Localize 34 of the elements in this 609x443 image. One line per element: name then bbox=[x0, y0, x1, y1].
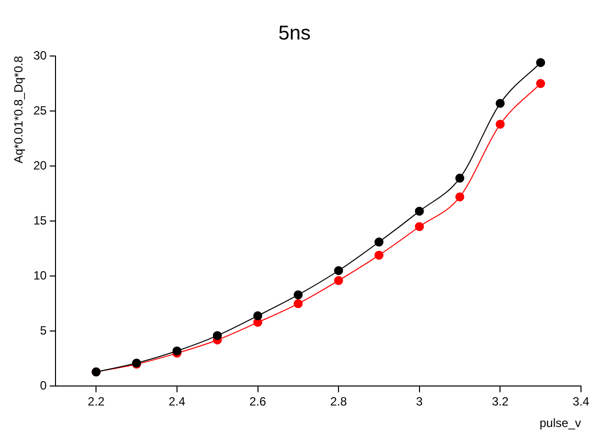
point bbox=[334, 276, 344, 286]
point bbox=[374, 238, 384, 247]
x-tick-label: 3.4 bbox=[572, 394, 590, 409]
point bbox=[455, 192, 464, 202]
point bbox=[536, 58, 546, 68]
point bbox=[496, 120, 505, 129]
y-tick-label: 30 bbox=[33, 48, 48, 62]
x-tick-label: 3.2 bbox=[492, 394, 509, 409]
y-tick-label: 15 bbox=[33, 213, 48, 228]
point bbox=[536, 79, 546, 88]
y-axis-title: Aq*0.01*0.8_Dq*0.8 bbox=[12, 56, 26, 164]
point bbox=[414, 206, 424, 216]
y-tick-label: 10 bbox=[33, 268, 48, 282]
x-tick-label: 3 bbox=[416, 394, 424, 409]
point bbox=[294, 290, 303, 300]
x-tick-label: 2.4 bbox=[168, 394, 186, 409]
point bbox=[496, 98, 505, 108]
point bbox=[212, 331, 222, 340]
point bbox=[294, 299, 303, 308]
point bbox=[334, 266, 344, 276]
point bbox=[253, 311, 262, 320]
point bbox=[374, 250, 384, 260]
y-tick-label: 25 bbox=[33, 103, 48, 118]
x-tick-label: 2.2 bbox=[88, 394, 105, 409]
point bbox=[414, 222, 424, 232]
x-axis-title: pulse_v bbox=[540, 416, 581, 430]
y-tick-label: 5 bbox=[40, 323, 48, 338]
point bbox=[172, 346, 182, 356]
x-tick-label: 2.8 bbox=[330, 394, 348, 409]
point bbox=[455, 174, 464, 183]
x-tick-label: 2.6 bbox=[249, 394, 266, 409]
y-tick-label: 20 bbox=[33, 158, 48, 172]
y-tick-label: 0 bbox=[40, 378, 48, 393]
chart-title: 5ns bbox=[278, 22, 311, 45]
